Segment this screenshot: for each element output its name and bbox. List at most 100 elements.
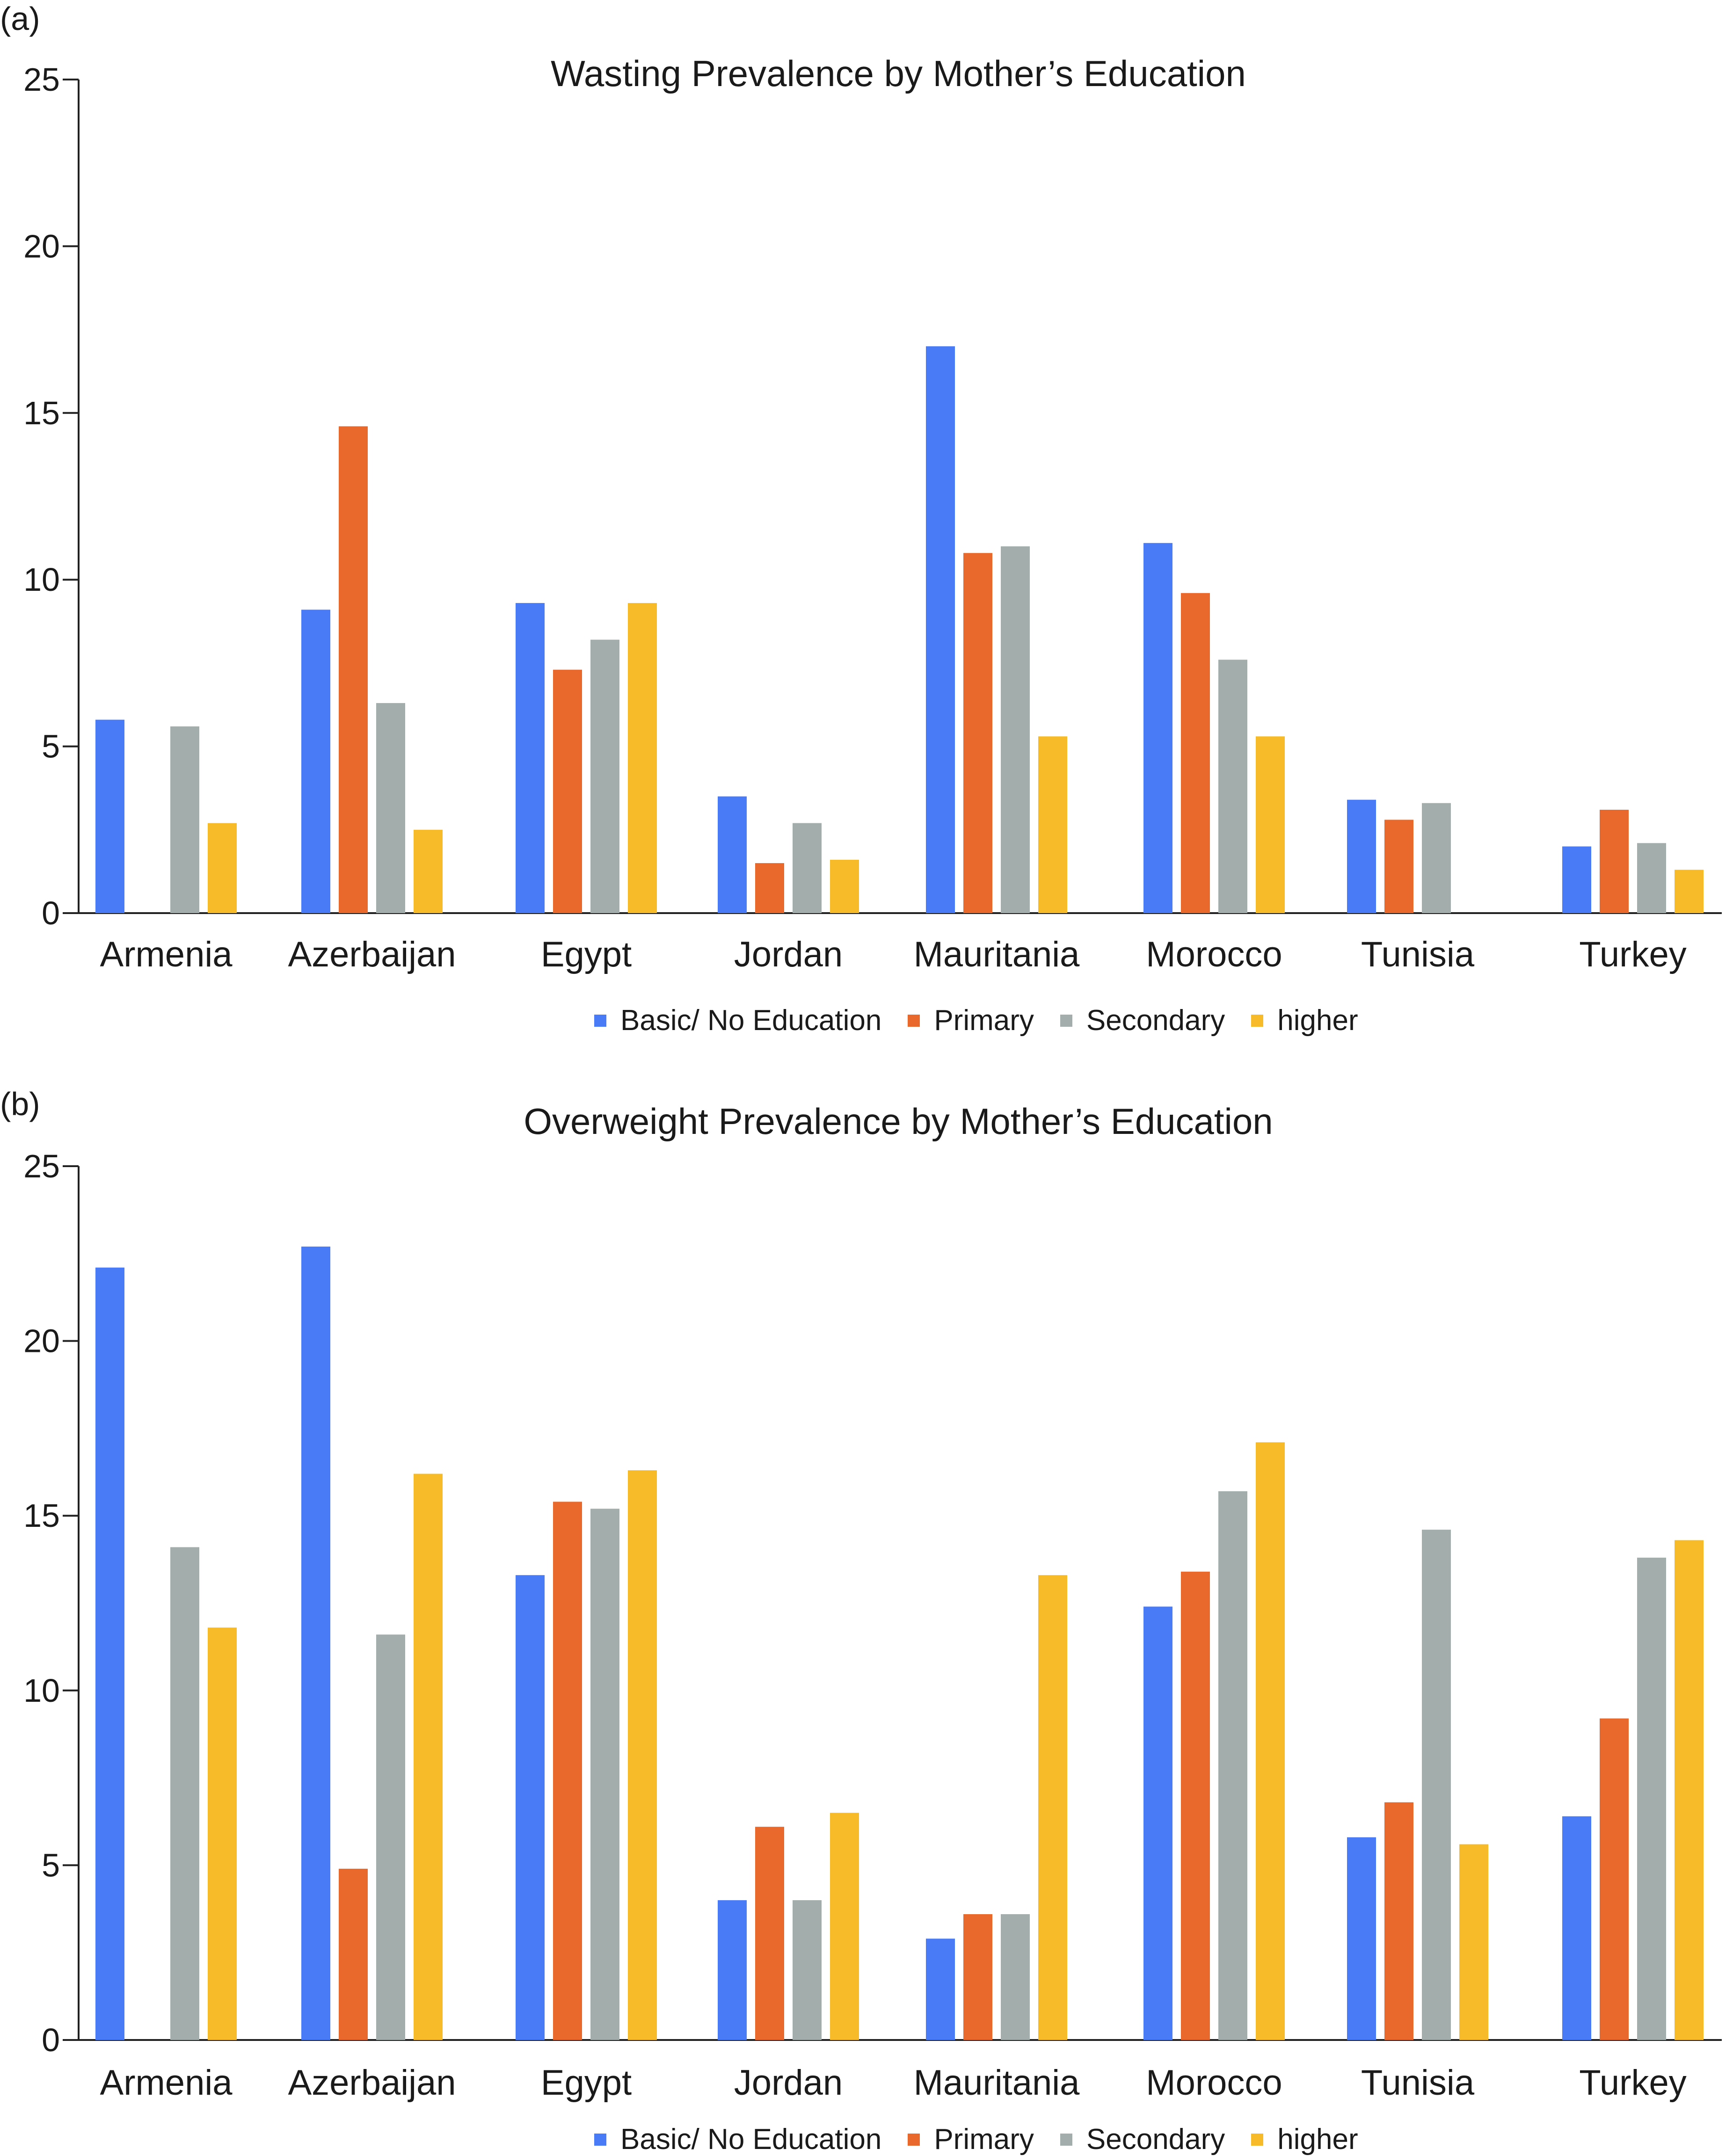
x-tick-label: Armenia <box>100 2063 233 2103</box>
legend-item: Basic/ No Education <box>594 1004 881 1037</box>
legend-label: Primary <box>934 2123 1034 2156</box>
bar-chart-svg: 0 5 10 15 20 25 Armenia Azerbaijan Egypt Jordan Ma… <box>23 61 1722 974</box>
legend-item: Primary <box>908 2123 1034 2156</box>
bar-primary-turkey <box>1600 1718 1629 2040</box>
panel-label: (b) <box>0 1086 40 1122</box>
bar-basic-no-education-jordan <box>718 796 747 913</box>
bar-primary-egypt <box>553 669 582 913</box>
x-tick-label: Tunisia <box>1361 2063 1475 2103</box>
x-tick-label: Turkey <box>1579 935 1686 974</box>
legend-swatch <box>908 1014 920 1027</box>
y-tick-label: 20 <box>23 228 60 264</box>
bar-secondary-mauritania <box>1001 546 1030 913</box>
x-tick-label: Jordan <box>734 935 843 974</box>
bar-basic-no-education-tunisia <box>1347 799 1376 913</box>
bar-basic-no-education-egypt <box>516 1575 545 2040</box>
bar-higher-egypt <box>628 1470 657 2040</box>
bar-higher-morocco <box>1256 1442 1285 2040</box>
bar-primary-azerbaijan <box>339 426 368 913</box>
bar-higher-mauritania <box>1038 736 1067 913</box>
chart-legend: Basic/ No Education Primary Secondary highe… <box>594 2123 1384 2156</box>
bar-secondary-azerbaijan <box>376 703 405 913</box>
x-tick-label: Morocco <box>1146 2063 1282 2103</box>
legend-item: Basic/ No Education <box>594 2123 881 2156</box>
x-tick-label: Turkey <box>1579 2063 1686 2103</box>
bar-secondary-egypt <box>590 639 619 913</box>
x-tick-label: Azerbaijan <box>288 935 456 974</box>
legend-label: Basic/ No Education <box>620 2123 882 2156</box>
bar-basic-no-education-jordan <box>718 1900 747 2040</box>
legend-label: Primary <box>934 1004 1034 1037</box>
bar-secondary-turkey <box>1637 843 1666 913</box>
legend-label: Basic/ No Education <box>620 1004 882 1037</box>
bar-higher-jordan <box>830 1813 859 2040</box>
y-tick-label: 15 <box>23 1497 60 1534</box>
chart-title: Wasting Prevalence by Mother’s Education <box>551 53 1246 94</box>
legend-swatch <box>1251 1014 1264 1027</box>
chart-panel-a: (a) Wasting Prevalence by Mother’s Educa… <box>0 0 1733 1062</box>
x-tick-label: Jordan <box>734 2063 843 2103</box>
legend-swatch <box>594 2133 606 2146</box>
bar-primary-jordan <box>755 863 784 913</box>
y-tick-label: 10 <box>23 561 60 598</box>
bar-basic-no-education-turkey <box>1562 1816 1591 2040</box>
legend-label: Secondary <box>1086 2123 1225 2156</box>
x-tick-label: Mauritania <box>914 935 1080 974</box>
bar-basic-no-education-armenia <box>95 1267 124 2040</box>
bar-secondary-tunisia <box>1422 803 1451 913</box>
legend-item: Primary <box>908 1004 1034 1037</box>
bar-secondary-azerbaijan <box>376 1634 405 2040</box>
bar-higher-armenia <box>208 823 237 913</box>
bar-basic-no-education-mauritania <box>926 1938 955 2040</box>
x-tick-label: Mauritania <box>914 2063 1080 2103</box>
y-tick-label: 25 <box>23 1148 60 1184</box>
legend-item: higher <box>1251 1004 1358 1037</box>
legend-swatch <box>908 2133 920 2146</box>
bar-higher-armenia <box>208 1627 237 2040</box>
bar-primary-morocco <box>1181 593 1210 913</box>
x-tick-label: Azerbaijan <box>288 2063 456 2103</box>
bar-primary-egypt <box>553 1502 582 2040</box>
legend-label: higher <box>1277 1004 1358 1037</box>
bar-higher-morocco <box>1256 736 1285 913</box>
legend-item: Secondary <box>1060 1004 1225 1037</box>
legend-item: Secondary <box>1060 2123 1225 2156</box>
legend-item: higher <box>1251 2123 1358 2156</box>
bar-basic-no-education-mauritania <box>926 346 955 913</box>
bar-higher-turkey <box>1675 870 1704 913</box>
legend-swatch <box>1251 2133 1264 2146</box>
x-tick-label: Tunisia <box>1361 935 1475 974</box>
legend-swatch <box>1060 2133 1072 2146</box>
bar-basic-no-education-turkey <box>1562 846 1591 913</box>
bar-chart-svg: 0 5 10 15 20 25 Armenia Azerbaijan Egypt Jordan Ma… <box>23 1148 1722 2103</box>
bar-primary-mauritania <box>963 553 992 913</box>
bar-basic-no-education-armenia <box>95 719 124 913</box>
x-tick-label: Morocco <box>1146 935 1282 974</box>
bar-higher-turkey <box>1675 1540 1704 2040</box>
bar-primary-mauritania <box>963 1914 992 2040</box>
y-tick-label: 5 <box>42 728 60 765</box>
y-tick-label: 0 <box>42 2022 60 2058</box>
bar-higher-tunisia <box>1459 1844 1488 2040</box>
y-tick-label: 20 <box>23 1323 60 1359</box>
x-tick-label: Armenia <box>100 935 233 974</box>
y-tick-label: 15 <box>23 395 60 431</box>
bar-higher-egypt <box>628 603 657 913</box>
bar-primary-morocco <box>1181 1571 1210 2040</box>
bar-higher-azerbaijan <box>414 829 443 913</box>
y-tick-label: 5 <box>42 1847 60 1883</box>
legend-swatch <box>594 1014 606 1027</box>
bar-primary-jordan <box>755 1827 784 2040</box>
y-tick-label: 10 <box>23 1672 60 1709</box>
bar-secondary-tunisia <box>1422 1530 1451 2040</box>
bar-basic-no-education-azerbaijan <box>301 1246 330 2040</box>
chart-legend: Basic/ No Education Primary Secondary highe… <box>594 1004 1384 1037</box>
bar-basic-no-education-egypt <box>516 603 545 913</box>
chart-title: Overweight Prevalence by Mother’s Educat… <box>524 1101 1273 1142</box>
panel-label: (a) <box>0 0 40 37</box>
chart-panel-b: (b) Overweight Prevalence by Mother’s Ed… <box>0 1062 1733 2156</box>
bar-secondary-jordan <box>793 823 822 913</box>
legend-label: Secondary <box>1086 1004 1225 1037</box>
bar-secondary-morocco <box>1218 660 1247 913</box>
bar-secondary-morocco <box>1218 1491 1247 2040</box>
